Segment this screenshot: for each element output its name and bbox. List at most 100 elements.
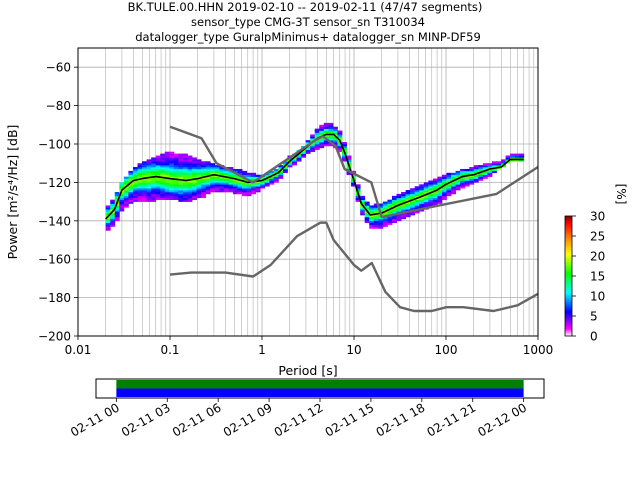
histogram-cell	[169, 170, 175, 174]
histogram-cell	[160, 167, 166, 170]
histogram-cell	[232, 184, 238, 187]
histogram-cell	[482, 176, 488, 179]
histogram-cell	[446, 176, 452, 179]
histogram-cell	[455, 172, 461, 176]
histogram-cell	[132, 193, 138, 197]
histogram-cell	[419, 203, 425, 206]
histogram-cell	[237, 182, 243, 185]
histogram-cell	[396, 201, 402, 204]
histogram-cell	[369, 226, 375, 229]
colorbar-tick-label: 10	[590, 290, 605, 304]
histogram-cell	[114, 216, 120, 220]
histogram-cell	[360, 201, 366, 204]
colorbar-label: [%]	[614, 184, 628, 205]
histogram-cell	[414, 193, 420, 197]
histogram-cell	[237, 170, 243, 174]
histogram-cell	[405, 193, 411, 197]
histogram-cell	[264, 184, 270, 187]
histogram-cell	[446, 192, 452, 195]
histogram-cell	[251, 182, 257, 185]
histogram-cell	[110, 218, 116, 222]
histogram-cell	[391, 195, 397, 199]
histogram-cell	[187, 182, 193, 185]
series-mean	[105, 133, 524, 220]
histogram-cell	[142, 180, 147, 183]
histogram-cell	[205, 178, 211, 181]
histogram-cell	[341, 155, 347, 158]
histogram-cell	[314, 144, 320, 147]
histogram-cell	[328, 128, 334, 131]
histogram-cell	[210, 165, 216, 168]
histogram-cell	[205, 167, 211, 170]
histogram-cell	[178, 192, 184, 195]
histogram-cell	[119, 201, 125, 204]
histogram-cell	[364, 216, 370, 220]
histogram-cell	[282, 168, 288, 172]
histogram-cell	[182, 170, 188, 174]
histogram-cell	[146, 195, 152, 199]
histogram-cell	[160, 188, 166, 191]
histogram-cell	[319, 128, 325, 131]
histogram-cell	[478, 176, 484, 179]
histogram-cell	[491, 170, 497, 174]
histogram-cell	[132, 197, 138, 200]
histogram-cell	[137, 176, 143, 179]
histogram-cell	[164, 178, 170, 181]
histogram-cell	[405, 213, 411, 216]
timeline-tick-label: 02-11 21	[425, 400, 479, 439]
histogram-cell	[296, 159, 302, 162]
histogram-cell	[364, 205, 370, 208]
histogram-cell	[214, 188, 220, 191]
histogram-cell	[482, 172, 488, 176]
histogram-cell	[246, 176, 252, 179]
histogram-cell	[164, 165, 170, 168]
histogram-cell	[332, 136, 338, 139]
histogram-cell	[142, 167, 147, 170]
histogram-cell	[432, 178, 438, 181]
histogram-cell	[164, 163, 170, 166]
histogram-cell	[128, 174, 134, 177]
histogram-cell	[169, 188, 175, 191]
histogram-cell	[146, 186, 152, 189]
histogram-cell	[210, 163, 216, 166]
histogram-cell	[110, 199, 116, 202]
histogram-cell	[369, 222, 375, 225]
histogram-cell	[251, 174, 257, 177]
histogram-cell	[423, 188, 429, 191]
histogram-cell	[210, 170, 216, 174]
histogram-cell	[187, 199, 193, 202]
histogram-cell	[205, 165, 211, 168]
histogram-cell	[114, 207, 120, 210]
histogram-cell	[219, 172, 225, 176]
histogram-cell	[405, 201, 411, 204]
histogram-cell	[105, 216, 111, 220]
histogram-cell	[178, 186, 184, 189]
histogram-cell	[160, 159, 166, 162]
histogram-cell	[155, 180, 161, 183]
histogram-cell	[142, 170, 147, 174]
histogram-cell	[387, 218, 393, 222]
histogram-cell	[428, 197, 434, 200]
histogram-cell	[151, 165, 157, 168]
histogram-cell	[373, 211, 379, 214]
histogram-cell	[278, 167, 284, 170]
histogram-cell	[242, 172, 247, 176]
histogram-cell	[187, 167, 193, 170]
histogram-cell	[155, 172, 161, 176]
histogram-cell	[387, 220, 393, 224]
histogram-cell	[201, 170, 207, 174]
histogram-cell	[487, 174, 493, 177]
histogram-cell	[210, 184, 216, 187]
histogram-cell	[432, 184, 438, 187]
histogram-cell	[441, 192, 447, 195]
histogram-cell	[432, 192, 438, 195]
histogram-cell	[364, 220, 370, 224]
histogram-cell	[237, 168, 243, 172]
histogram-cell	[419, 186, 425, 189]
histogram-cell	[446, 180, 452, 183]
histogram-cell	[187, 165, 193, 168]
y-axis-label: Power [m²/s⁴/Hz] [dB]	[5, 125, 20, 260]
histogram-cell	[223, 170, 229, 174]
histogram-cell	[187, 168, 193, 172]
histogram-cell	[151, 167, 157, 170]
